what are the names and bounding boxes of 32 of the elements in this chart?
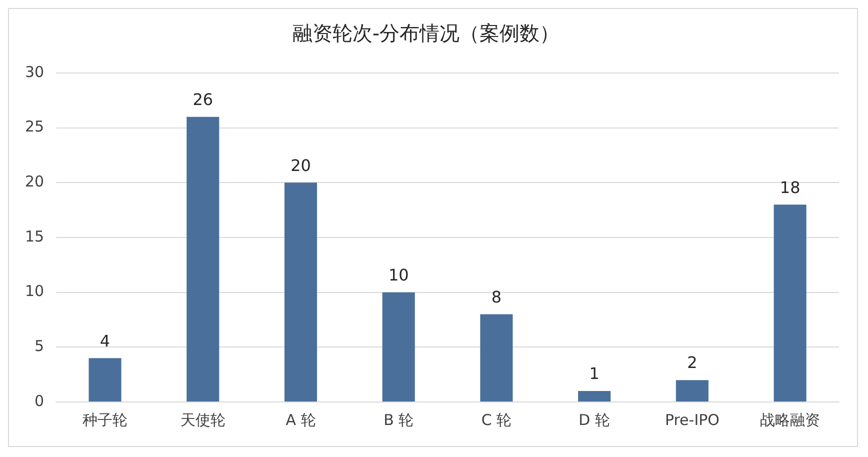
x-tick-label: B 轮	[384, 410, 414, 429]
bar	[480, 314, 513, 402]
y-tick-label: 0	[34, 392, 44, 410]
bar	[382, 292, 415, 402]
data-label: 1	[589, 364, 600, 384]
x-tick-label: A 轮	[286, 410, 316, 429]
x-tick-label: 天使轮	[180, 410, 226, 429]
y-tick-label: 30	[24, 62, 44, 81]
data-label: 26	[192, 90, 214, 110]
bar	[186, 116, 220, 402]
y-tick-label: 5	[34, 337, 44, 356]
data-label: 20	[290, 156, 311, 175]
bar	[578, 391, 611, 402]
data-label: 10	[388, 265, 409, 284]
y-tick-label: 15	[24, 227, 44, 246]
x-tick-label: 战略融资	[760, 410, 820, 429]
y-tick-label: 10	[24, 282, 44, 300]
x-tick-label: Pre-IPO	[664, 410, 720, 429]
bar	[676, 380, 708, 402]
y-tick-label: 20	[24, 172, 44, 191]
data-label: 4	[100, 331, 110, 350]
y-tick-label: 25	[24, 118, 44, 136]
x-tick-label: 种子轮	[82, 410, 128, 429]
chart-title: 融资轮次-分布情况（案例数）	[292, 21, 560, 46]
x-tick-label: C 轮	[481, 410, 512, 429]
x-tick-label: D 轮	[578, 410, 610, 429]
data-label: 18	[780, 178, 800, 197]
bar	[284, 182, 318, 402]
data-label: 8	[491, 287, 502, 306]
data-label: 2	[687, 353, 698, 372]
bar	[774, 204, 806, 402]
bar	[88, 358, 122, 402]
